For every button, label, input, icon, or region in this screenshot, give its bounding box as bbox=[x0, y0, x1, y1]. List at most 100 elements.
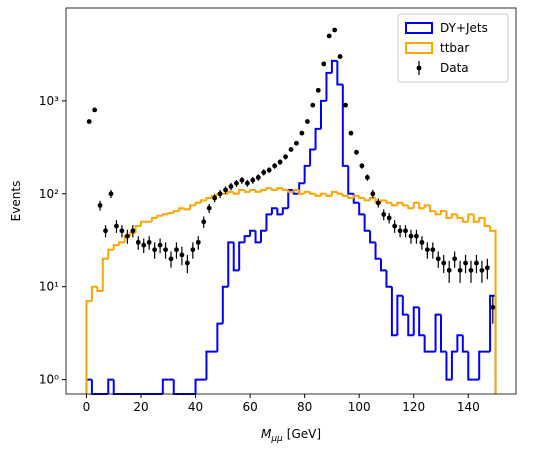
legend-swatch bbox=[405, 42, 433, 54]
data-point bbox=[179, 252, 185, 258]
data-point bbox=[299, 130, 305, 136]
hist-step bbox=[265, 213, 272, 231]
hist-step bbox=[167, 212, 174, 215]
x-label-symbol: M bbox=[261, 427, 272, 441]
hist-step bbox=[401, 295, 409, 316]
hist-step bbox=[309, 148, 316, 166]
hist-step bbox=[320, 99, 327, 129]
data-point bbox=[364, 175, 370, 180]
x-tick-label: 100 bbox=[348, 400, 371, 414]
hist-step bbox=[140, 220, 147, 227]
hist-step bbox=[260, 229, 267, 243]
hist-step bbox=[445, 351, 452, 381]
hist-step bbox=[205, 350, 212, 380]
hist-step bbox=[200, 199, 207, 203]
hist-step bbox=[380, 199, 387, 203]
hist-step bbox=[276, 208, 283, 216]
data-point bbox=[206, 205, 212, 211]
data-point bbox=[250, 177, 256, 183]
hist-step bbox=[440, 314, 447, 353]
hist-step bbox=[450, 213, 458, 218]
hist-step bbox=[265, 187, 272, 190]
hist-step bbox=[150, 216, 158, 222]
hist-step bbox=[325, 193, 332, 197]
hist-step bbox=[396, 294, 403, 336]
data-point bbox=[266, 167, 272, 173]
x-label-subscript: μμ bbox=[270, 434, 283, 444]
data-point bbox=[212, 195, 218, 201]
data-point bbox=[255, 175, 261, 180]
hist-step bbox=[440, 210, 447, 215]
hist-step bbox=[281, 188, 289, 191]
data-point bbox=[354, 149, 359, 155]
hist-step bbox=[287, 189, 294, 193]
hist-step bbox=[336, 60, 343, 86]
data-point bbox=[414, 233, 419, 239]
data-point bbox=[92, 107, 98, 113]
hist-step bbox=[281, 207, 289, 215]
data-point bbox=[119, 228, 125, 234]
hist-step bbox=[380, 258, 387, 272]
hist-step bbox=[341, 84, 349, 167]
data-point bbox=[490, 304, 496, 310]
data-point bbox=[452, 256, 458, 262]
hist-step bbox=[341, 193, 349, 197]
data-point bbox=[97, 203, 103, 208]
hist-step bbox=[249, 229, 256, 237]
hist-step bbox=[467, 213, 474, 222]
data-point bbox=[114, 223, 119, 229]
hist-step bbox=[194, 201, 201, 206]
data-point bbox=[348, 130, 354, 136]
x-axis-label: Mμμ [GeV] bbox=[261, 427, 321, 444]
legend-label: DY+Jets bbox=[440, 21, 488, 35]
hist-step bbox=[161, 213, 169, 216]
x-tick-label: 60 bbox=[242, 400, 257, 414]
hist-step bbox=[270, 188, 278, 191]
hist-step bbox=[483, 217, 491, 228]
hist-step bbox=[276, 187, 283, 190]
hist-step bbox=[232, 242, 240, 272]
data-point bbox=[343, 102, 348, 108]
data-point bbox=[375, 200, 381, 206]
hist-step bbox=[445, 211, 452, 219]
hist-step bbox=[374, 242, 381, 260]
data-point bbox=[163, 247, 168, 253]
y-tick-label: 10³ bbox=[39, 94, 59, 108]
data-point bbox=[468, 267, 474, 273]
hist-step bbox=[107, 248, 114, 259]
hist-step bbox=[434, 313, 441, 352]
x-tick-label: 0 bbox=[83, 400, 91, 414]
hist-step bbox=[467, 351, 474, 381]
hist-step bbox=[303, 190, 311, 194]
data-point bbox=[446, 267, 452, 273]
data-point bbox=[152, 247, 158, 253]
hist-step bbox=[336, 191, 343, 195]
hist-step bbox=[347, 165, 354, 195]
data-point bbox=[441, 260, 447, 266]
hist-step bbox=[227, 241, 234, 287]
data-point bbox=[86, 119, 92, 124]
hist-step bbox=[243, 189, 251, 193]
data-point bbox=[168, 256, 174, 262]
hist-step bbox=[401, 202, 409, 207]
hist-step bbox=[330, 59, 338, 73]
data-point bbox=[484, 265, 490, 271]
data-point bbox=[479, 267, 485, 273]
hist-step bbox=[303, 164, 311, 184]
hist-step bbox=[407, 314, 414, 337]
data-point bbox=[174, 247, 179, 253]
hist-step bbox=[107, 378, 114, 394]
hist-step bbox=[96, 286, 103, 292]
data-point bbox=[403, 228, 408, 234]
hist-step bbox=[112, 244, 120, 250]
y-axis-label: Events bbox=[9, 181, 23, 222]
hist-step bbox=[134, 225, 141, 233]
hist-step bbox=[205, 197, 212, 201]
hist-step bbox=[183, 208, 191, 211]
hist-step bbox=[194, 378, 201, 394]
data-point bbox=[321, 61, 327, 67]
hist-step bbox=[456, 334, 463, 352]
data-point bbox=[457, 267, 463, 273]
data-point bbox=[277, 159, 283, 165]
hist-step bbox=[298, 189, 305, 195]
